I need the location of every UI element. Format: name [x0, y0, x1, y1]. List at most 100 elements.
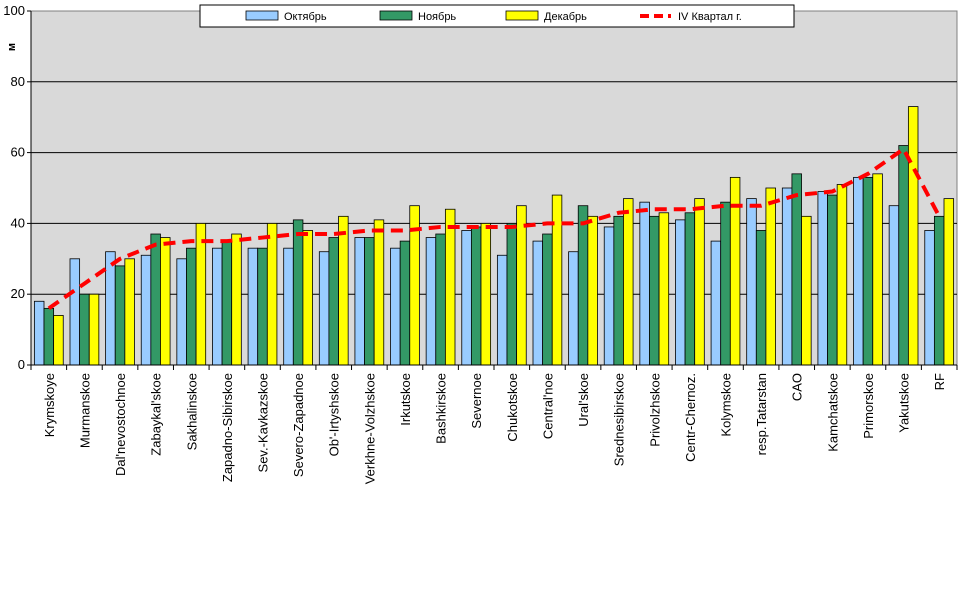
bar-1-16 [613, 215, 624, 366]
bar-1-1 [79, 293, 90, 366]
bar-1-24 [898, 145, 909, 366]
bar-1-15 [577, 205, 589, 366]
bar-0-5 [212, 247, 223, 366]
bar-0-14 [532, 240, 544, 366]
bar-0-24 [888, 205, 900, 366]
bar-2-4 [195, 222, 207, 366]
category-label: Kamchatskoe [825, 373, 840, 452]
category-label: RF [932, 373, 947, 390]
legend-label-november: Ноябрь [418, 11, 456, 23]
bar-0-1 [69, 258, 81, 366]
bar-1-6 [257, 247, 268, 366]
x-axis: Krymskoye Murmanskoe Dal'nevostochnoe Zabay… [30, 364, 958, 484]
category-label: Sev.-Kavkazskoe [256, 373, 271, 472]
bar-2-15 [587, 215, 598, 366]
bar-2-5 [231, 233, 242, 366]
y-tick-label: 80 [11, 74, 25, 89]
bar-1-8 [328, 237, 339, 366]
bar-0-16 [603, 226, 615, 366]
quarter-line-layer [47, 147, 941, 311]
bar-0-2 [105, 251, 116, 366]
bar-2-6 [266, 222, 278, 366]
bar-1-18 [684, 212, 696, 366]
bar-2-1 [88, 293, 100, 366]
bar-1-5 [221, 240, 233, 366]
bar-0-4 [176, 258, 187, 366]
category-label: Primorskoe [861, 373, 876, 439]
category-label: resp.Tatarstan [754, 373, 769, 455]
category-label: Krymskoye [42, 373, 57, 437]
bar-0-11 [425, 237, 437, 366]
bar-2-8 [338, 215, 349, 366]
y-tick-label: 20 [11, 286, 25, 301]
bar-0-25 [924, 230, 935, 366]
legend-box [199, 4, 795, 28]
bar-1-4 [186, 247, 197, 366]
legend-label-october: Октябрь [284, 11, 327, 23]
legend-label-december: Декабрь [544, 11, 587, 23]
y-tick-label: 100 [3, 3, 25, 18]
legend-swatch-november [379, 10, 413, 21]
category-label: Kolymskoe [719, 373, 734, 437]
bar-0-6 [247, 247, 259, 366]
y-tick-label: 0 [18, 357, 25, 372]
category-label: Chukotskoe [505, 373, 520, 442]
category-label: Severnoe [469, 373, 484, 429]
bar-0-17 [639, 201, 650, 366]
category-label: Centr-Chernoz. [683, 373, 698, 462]
bar-0-10 [390, 247, 401, 366]
bar-0-3 [140, 254, 152, 366]
bar-2-12 [480, 222, 492, 366]
bar-1-23 [862, 176, 874, 366]
bar-2-11 [444, 208, 456, 366]
y-axis: 0 20 40 60 80 100 [3, 3, 32, 372]
bar-1-7 [292, 219, 304, 366]
category-label: Central'noe [540, 373, 555, 439]
legend-swatch-october [245, 10, 279, 21]
bar-2-2 [124, 258, 135, 366]
category-label: Dal'nevostochnoe [113, 373, 128, 476]
bar-1-20 [755, 230, 767, 366]
bar-1-12 [470, 226, 482, 366]
bar-0-23 [853, 176, 864, 366]
bar-2-0 [53, 315, 64, 366]
bar-1-21 [791, 173, 802, 366]
y-tick-label: 60 [11, 145, 25, 160]
category-label: Verkhne-Volzhskoe [362, 373, 377, 484]
bar-0-22 [817, 191, 828, 366]
category-label: Zabaykal'skoe [149, 373, 164, 456]
category-label: Murmanskoe [77, 373, 92, 448]
legend: Октябрь Ноябрь Декабрь IV Квартал г. [199, 4, 795, 28]
bar-2-20 [765, 187, 776, 366]
bar-0-7 [283, 247, 294, 366]
bar-2-18 [694, 198, 705, 366]
bar-0-20 [746, 198, 757, 366]
bar-1-0 [43, 307, 55, 366]
category-label: Zapadno-Sibirskoe [220, 373, 235, 482]
bar-2-13 [516, 205, 527, 366]
bar-2-23 [872, 173, 883, 366]
bar-2-9 [373, 219, 385, 366]
bar-2-22 [836, 184, 848, 366]
bar-2-17 [658, 212, 670, 366]
bar-2-16 [623, 198, 634, 366]
category-label: Bashkirskoe [434, 373, 449, 444]
bar-1-9 [364, 237, 375, 366]
bar-1-17 [649, 215, 660, 366]
bar-0-15 [568, 251, 579, 366]
bar-1-13 [506, 222, 518, 366]
bar-0-18 [675, 219, 686, 366]
bar-2-14 [551, 194, 563, 366]
category-label: CAO [790, 373, 805, 401]
bar-1-19 [720, 201, 731, 366]
bar-1-10 [399, 240, 411, 366]
bar-0-8 [318, 251, 330, 366]
bar-0-21 [781, 187, 793, 366]
category-label: Srednesibirskoe [612, 373, 627, 466]
category-label: Sakhalinskoe [184, 373, 199, 450]
category-label: Irkutskoe [398, 373, 413, 426]
category-label: Privolzhskoe [647, 373, 662, 447]
bar-2-24 [907, 106, 919, 366]
bar-0-13 [496, 254, 508, 366]
